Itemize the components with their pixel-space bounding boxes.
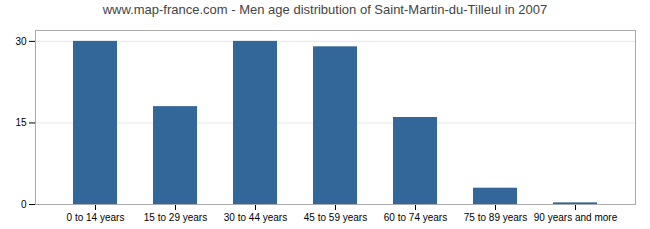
svg-text:75 to 89 years: 75 to 89 years (464, 212, 527, 223)
svg-text:0 to 14 years: 0 to 14 years (67, 212, 125, 223)
svg-text:0: 0 (21, 199, 27, 210)
svg-text:45 to 59 years: 45 to 59 years (304, 212, 367, 223)
svg-text:60 to 74 years: 60 to 74 years (384, 212, 447, 223)
svg-text:15: 15 (15, 117, 27, 128)
html-text:www.map-france.com - Men age d: www.map-france.com - Men age distributio… (102, 2, 548, 17)
svg-text:30 to 44 years: 30 to 44 years (224, 212, 287, 223)
svg-text:15 to 29 years: 15 to 29 years (144, 212, 207, 223)
svg-text:90 years and more: 90 years and more (534, 212, 618, 223)
svg-text:30: 30 (15, 36, 27, 47)
